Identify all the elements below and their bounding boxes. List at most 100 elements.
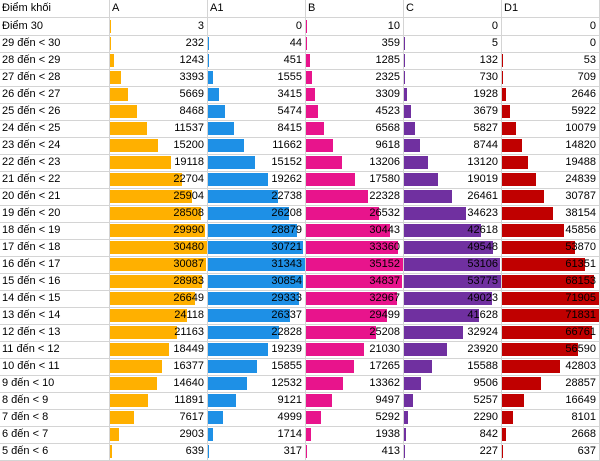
cell-b[interactable]: 13362 [306,375,404,392]
cell-d1[interactable]: 637 [502,443,600,460]
cell-a[interactable]: 232 [110,35,208,52]
cell-a1[interactable]: 1555 [208,69,306,86]
row-label-cell[interactable]: 21 đến < 22 [0,171,110,188]
cell-c[interactable]: 1928 [404,86,502,103]
cell-c[interactable]: 41628 [404,307,502,324]
cell-d1[interactable]: 71905 [502,290,600,307]
cell-d1[interactable]: 61351 [502,256,600,273]
cell-b[interactable]: 2325 [306,69,404,86]
cell-b[interactable]: 30443 [306,222,404,239]
cell-c[interactable]: 15588 [404,358,502,375]
row-label-cell[interactable]: 27 đến < 28 [0,69,110,86]
cell-c[interactable]: 132 [404,52,502,69]
cell-d1[interactable]: 10079 [502,120,600,137]
cell-c[interactable]: 34623 [404,205,502,222]
cell-a1[interactable]: 9121 [208,392,306,409]
cell-a[interactable]: 28983 [110,273,208,290]
row-label-cell[interactable]: 20 đến < 21 [0,188,110,205]
cell-c[interactable]: 5 [404,35,502,52]
cell-c[interactable]: 32924 [404,324,502,341]
cell-d1[interactable]: 709 [502,69,600,86]
row-label-cell[interactable]: 22 đến < 23 [0,154,110,171]
cell-b[interactable]: 3309 [306,86,404,103]
header-col-c[interactable]: C [404,0,502,17]
cell-a[interactable]: 16377 [110,358,208,375]
cell-b[interactable]: 35152 [306,256,404,273]
row-label-cell[interactable]: 8 đến < 9 [0,392,110,409]
row-label-cell[interactable]: 23 đến < 24 [0,137,110,154]
cell-c[interactable]: 13120 [404,154,502,171]
cell-d1[interactable]: 42803 [502,358,600,375]
cell-b[interactable]: 1938 [306,426,404,443]
cell-a1[interactable]: 19239 [208,341,306,358]
cell-a[interactable]: 26649 [110,290,208,307]
cell-a[interactable]: 25904 [110,188,208,205]
cell-b[interactable]: 33360 [306,239,404,256]
cell-d1[interactable]: 0 [502,35,600,52]
cell-d1[interactable]: 16649 [502,392,600,409]
cell-a[interactable]: 11537 [110,120,208,137]
row-label-cell[interactable]: 14 đến < 15 [0,290,110,307]
cell-a1[interactable]: 12532 [208,375,306,392]
cell-b[interactable]: 10 [306,18,404,35]
row-label-cell[interactable]: 9 đến < 10 [0,375,110,392]
cell-a[interactable]: 30087 [110,256,208,273]
cell-d1[interactable]: 53 [502,52,600,69]
cell-a[interactable]: 1243 [110,52,208,69]
cell-a1[interactable]: 31343 [208,256,306,273]
cell-c[interactable]: 730 [404,69,502,86]
cell-d1[interactable]: 45856 [502,222,600,239]
cell-a[interactable]: 24118 [110,307,208,324]
row-label-cell[interactable]: 16 đến < 17 [0,256,110,273]
cell-a1[interactable]: 19262 [208,171,306,188]
cell-a[interactable]: 30480 [110,239,208,256]
cell-a1[interactable]: 29333 [208,290,306,307]
cell-c[interactable]: 9506 [404,375,502,392]
cell-d1[interactable]: 53870 [502,239,600,256]
cell-a1[interactable]: 26337 [208,307,306,324]
cell-d1[interactable]: 24839 [502,171,600,188]
cell-d1[interactable]: 2646 [502,86,600,103]
row-label-cell[interactable]: 6 đến < 7 [0,426,110,443]
cell-b[interactable]: 21030 [306,341,404,358]
cell-b[interactable]: 9618 [306,137,404,154]
cell-b[interactable]: 34837 [306,273,404,290]
cell-b[interactable]: 9497 [306,392,404,409]
cell-a1[interactable]: 30854 [208,273,306,290]
cell-a[interactable]: 22704 [110,171,208,188]
row-label-cell[interactable]: 12 đến < 13 [0,324,110,341]
row-label-cell[interactable]: 19 đến < 20 [0,205,110,222]
cell-d1[interactable]: 38154 [502,205,600,222]
cell-b[interactable]: 17265 [306,358,404,375]
cell-c[interactable]: 49548 [404,239,502,256]
cell-d1[interactable]: 56590 [502,341,600,358]
cell-a[interactable]: 7617 [110,409,208,426]
cell-c[interactable]: 5257 [404,392,502,409]
cell-b[interactable]: 5292 [306,409,404,426]
row-label-cell[interactable]: 26 đến < 27 [0,86,110,103]
cell-d1[interactable]: 2668 [502,426,600,443]
row-label-cell[interactable]: 25 đến < 26 [0,103,110,120]
cell-c[interactable]: 8744 [404,137,502,154]
cell-d1[interactable]: 66761 [502,324,600,341]
cell-c[interactable]: 842 [404,426,502,443]
cell-a[interactable]: 28508 [110,205,208,222]
cell-a[interactable]: 18449 [110,341,208,358]
cell-c[interactable]: 2290 [404,409,502,426]
cell-a1[interactable]: 30721 [208,239,306,256]
cell-b[interactable]: 6568 [306,120,404,137]
cell-a[interactable]: 29990 [110,222,208,239]
cell-a1[interactable]: 5474 [208,103,306,120]
cell-a1[interactable]: 22738 [208,188,306,205]
cell-c[interactable]: 53775 [404,273,502,290]
cell-b[interactable]: 13206 [306,154,404,171]
cell-a[interactable]: 15200 [110,137,208,154]
cell-d1[interactable]: 71831 [502,307,600,324]
row-label-cell[interactable]: 29 đến < 30 [0,35,110,52]
cell-d1[interactable]: 8101 [502,409,600,426]
cell-a1[interactable]: 1714 [208,426,306,443]
cell-c[interactable]: 42618 [404,222,502,239]
cell-a1[interactable]: 0 [208,18,306,35]
cell-c[interactable]: 227 [404,443,502,460]
cell-a1[interactable]: 317 [208,443,306,460]
